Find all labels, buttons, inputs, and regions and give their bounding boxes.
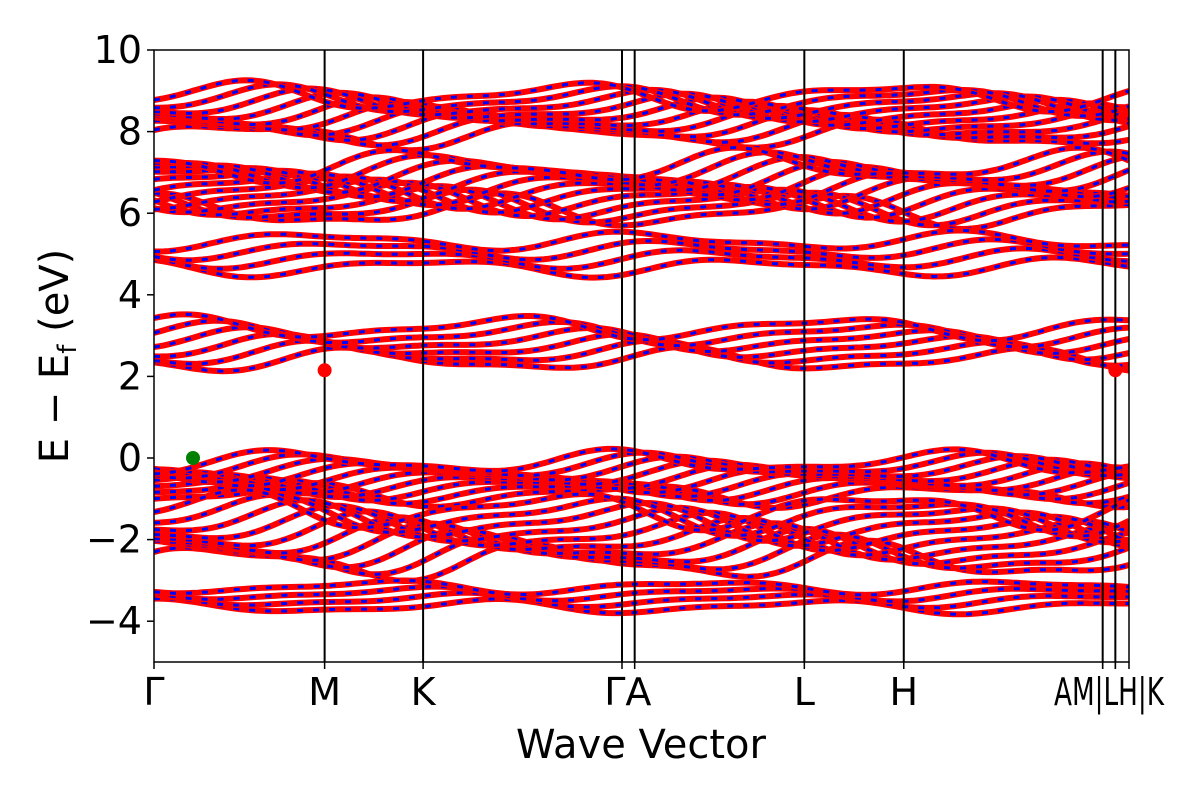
x-axis-ticks: Γ M K ΓA L H AM|LH|K: [143, 662, 1165, 715]
x-tick-label-4: L: [794, 670, 815, 714]
x-tick-label-0: Γ: [143, 670, 164, 714]
band-conduction-edge-0: [154, 343, 1129, 375]
band-valence-low-0-dash: [154, 597, 1129, 616]
band-conduction-mid-2-dash: [154, 184, 1129, 224]
band-conduction-mid-3-dash: [154, 181, 1129, 220]
cbm-point-1: [1108, 363, 1123, 378]
band-conduction-low-3-dash: [154, 229, 1129, 253]
kpoint-lines: [323, 50, 1117, 662]
band-conduction-low-1: [154, 245, 1129, 272]
band-valence-mid-9: [154, 486, 1129, 534]
band-conduction-high-3-dash: [154, 104, 1129, 137]
y-axis-title-sub: f: [53, 344, 83, 354]
band-conduction-edge-0-dash: [154, 345, 1129, 373]
band-valence-mid-2-dash: [154, 527, 1129, 569]
extrema-markers: [186, 363, 1123, 465]
band-valence-mid-6-dash: [154, 504, 1129, 549]
y-axis-ticks: 10 8 6 4 2 0 −2 −4: [86, 28, 154, 643]
x-axis-title: Wave Vector: [516, 722, 767, 768]
y-tick-label-7: −4: [86, 599, 142, 643]
y-tick-label-2: 6: [118, 191, 142, 235]
x-tick-label-1: M: [308, 670, 341, 714]
band-conduction-mid-10-dash: [154, 149, 1129, 190]
band-conduction-high-5-dash: [154, 95, 1129, 127]
y-tick-label-0: 10: [94, 28, 142, 72]
band-valence-top-4-dash: [154, 465, 1129, 495]
band-valence-top-2-dash: [154, 475, 1129, 503]
band-valence-mid-4-dash: [154, 515, 1129, 557]
cbm-point-0: [317, 363, 332, 378]
band-conduction-low-0-dash: [154, 256, 1129, 280]
band-conduction-edge-5-dash: [154, 312, 1129, 343]
x-tick-label-3: ΓA: [604, 670, 651, 714]
band-valence-top-9-dash: [154, 447, 1129, 476]
band-conduction-mid-11-dash: [154, 146, 1129, 185]
bands-layer: [154, 77, 1129, 618]
band-valence-low-3-dash: [154, 579, 1129, 597]
band-valence-low-2-dash: [154, 585, 1129, 603]
plot-frame: [153, 49, 1130, 663]
band-valence-mid-3-dash: [154, 521, 1129, 562]
band-valence-top-7: [154, 453, 1129, 486]
y-axis-title-unit: (eV): [32, 249, 78, 345]
band-conduction-high-6-dash: [154, 91, 1129, 125]
band-valence-top-5-dash: [154, 461, 1129, 492]
band-valence-mid-5-dash: [154, 509, 1129, 553]
y-axis-title: E − Ef (eV): [32, 249, 83, 464]
band-conduction-high-8-dash: [154, 82, 1129, 118]
band-valence-low-1-dash: [154, 591, 1129, 610]
y-axis-title-main: E − E: [32, 354, 78, 464]
band-conduction-mid-1-dash: [154, 188, 1129, 227]
y-tick-label-6: −2: [86, 518, 142, 562]
band-conduction-low-1-dash: [154, 246, 1129, 271]
band-conduction-low-2-dash: [154, 237, 1129, 262]
y-tick-label-4: 2: [118, 354, 142, 398]
band-valence-top-6: [154, 456, 1129, 489]
band-conduction-high-9-dash: [154, 78, 1129, 114]
y-tick-label-1: 8: [118, 110, 142, 154]
x-tick-label-5: H: [889, 670, 918, 714]
band-conduction-high-4-dash: [154, 100, 1129, 132]
band-conduction-mid-8-dash: [154, 160, 1129, 199]
y-tick-label-3: 4: [118, 273, 142, 317]
vbm-point: [186, 451, 200, 465]
band-conduction-low-0: [154, 254, 1129, 281]
y-tick-label-5: 0: [118, 436, 142, 480]
x-tick-label-6: AM|LH|K: [1054, 670, 1165, 715]
x-tick-label-2: K: [411, 670, 437, 714]
